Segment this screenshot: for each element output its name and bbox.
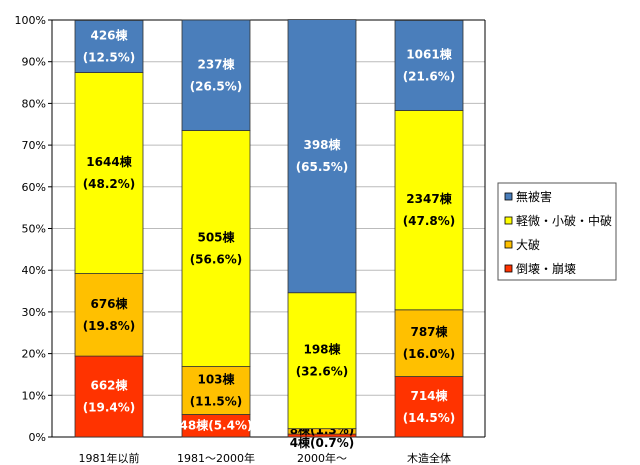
y-tick-label: 30% <box>22 306 46 319</box>
legend-label: 倒壊・崩壊 <box>516 262 576 276</box>
y-tick-label: 0% <box>29 431 46 444</box>
x-tick-label: 木造全体 <box>407 451 451 465</box>
y-tick-label: 10% <box>22 389 46 402</box>
data-label: 237棟 <box>197 56 235 71</box>
bar-segment <box>287 19 357 294</box>
bar-segment <box>74 72 144 274</box>
data-label: (65.5%) <box>296 160 349 174</box>
y-tick-label: 50% <box>22 223 46 236</box>
bar-segment <box>74 20 144 73</box>
data-label: (21.6%) <box>403 69 456 83</box>
data-label: 2347棟 <box>406 191 452 206</box>
x-tick-label: 1981～2000年 <box>177 451 255 465</box>
bar-segment <box>181 366 251 415</box>
data-label: 1644棟 <box>86 154 132 169</box>
data-label: (12.5%) <box>83 50 136 64</box>
legend-label: 軽微・小破・中破 <box>516 213 612 228</box>
data-label: 4棟(0.7%) <box>290 435 355 450</box>
bar-segment <box>181 19 251 131</box>
y-tick-label: 100% <box>15 14 46 27</box>
y-tick-label: 20% <box>22 348 46 361</box>
data-label: 48棟(5.4%) <box>180 418 253 433</box>
data-label: (47.8%) <box>403 214 456 228</box>
y-tick-label: 80% <box>22 97 46 110</box>
bar-segment <box>287 292 357 430</box>
legend-label: 無被害 <box>516 189 552 204</box>
data-label: 398棟 <box>303 137 341 152</box>
bar-segment <box>181 130 251 367</box>
bar-segment <box>74 355 144 438</box>
data-label: 1061棟 <box>406 46 452 61</box>
legend-swatch <box>504 216 513 225</box>
data-label: 103棟 <box>197 372 235 387</box>
y-tick-label: 90% <box>22 56 46 69</box>
data-label: 505棟 <box>197 230 235 245</box>
data-label: (26.5%) <box>190 79 243 93</box>
bar-segment <box>394 309 464 377</box>
bar-segment <box>74 273 144 357</box>
data-label: (11.5%) <box>190 395 243 409</box>
data-label: 676棟 <box>90 296 128 311</box>
x-tick-label: 1981年以前 <box>79 451 140 465</box>
y-tick-label: 60% <box>22 181 46 194</box>
data-label: (16.0%) <box>403 347 456 361</box>
data-label: (32.6%) <box>296 365 349 379</box>
legend-box <box>497 182 617 281</box>
y-tick-label: 40% <box>22 264 46 277</box>
data-label: 198棟 <box>303 342 341 357</box>
legend-swatch <box>504 240 513 249</box>
y-tick-label: 70% <box>22 139 46 152</box>
data-label: 662棟 <box>90 378 128 393</box>
legend-swatch <box>504 192 513 201</box>
data-label: 426棟 <box>90 27 128 42</box>
data-label: (56.6%) <box>190 253 243 267</box>
data-label: (19.8%) <box>83 319 136 333</box>
data-label: 787棟 <box>410 324 448 339</box>
data-label: (14.5%) <box>403 411 456 425</box>
data-label: (19.4%) <box>83 401 136 415</box>
legend-swatch <box>504 264 513 273</box>
data-label: (48.2%) <box>83 177 136 191</box>
legend-label: 大破 <box>516 237 540 252</box>
bar-segment <box>394 20 464 111</box>
data-label: 714棟 <box>410 388 448 403</box>
bar-segment <box>394 376 464 438</box>
bar-segment <box>394 110 464 311</box>
x-tick-label: 2000年～ <box>297 451 347 465</box>
